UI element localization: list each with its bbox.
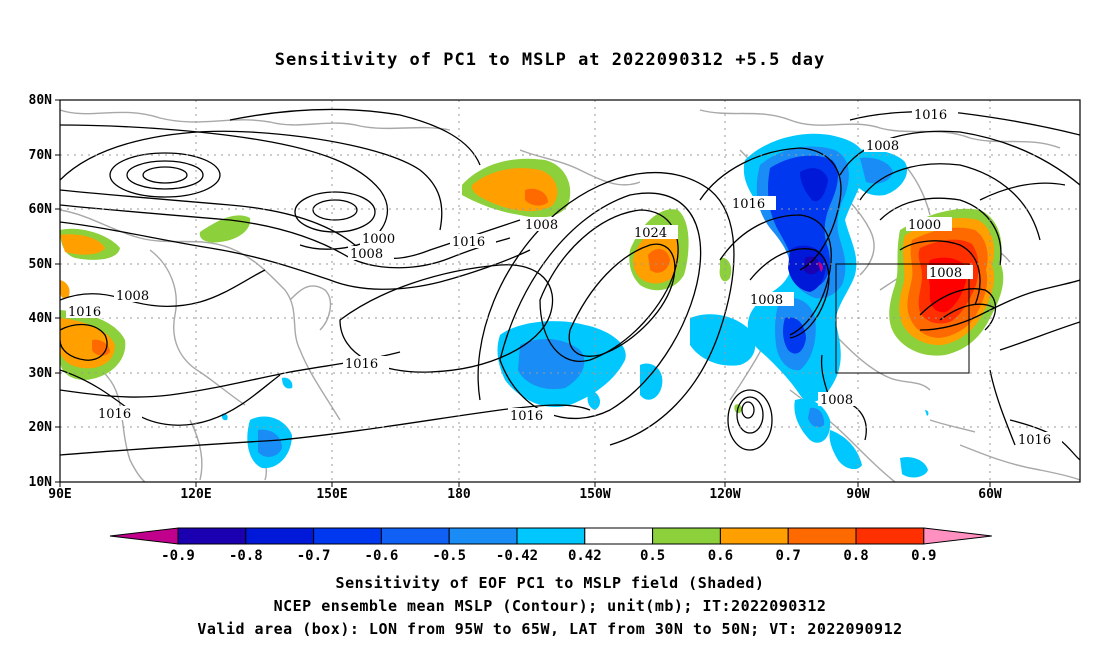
colorbar-segment [719,527,789,545]
svg-text:1008: 1008 [866,139,899,154]
map-frame [59,99,1081,483]
colorbar-label: -0.5 [432,548,466,564]
svg-text:1024: 1024 [634,226,667,241]
lat-label: 80N [29,93,53,108]
caption-line-2: NCEP ensemble mean MSLP (Contour); unit(… [273,597,827,615]
contour-labels: 1016 1008 1000 1008 1016 1016 1024 1008 … [66,107,1062,448]
contour-label: 1016 [508,408,554,424]
contour-label: 1000 [360,231,406,247]
colorbar-label: -0.8 [229,548,263,564]
svg-text:1016: 1016 [914,108,947,123]
contour-label: 1008 [348,246,394,262]
lat-label: 50N [29,257,53,272]
colorbar-segment [855,527,925,545]
svg-text:1000: 1000 [908,218,941,233]
lat-label: 70N [29,148,53,163]
svg-text:1008: 1008 [116,289,149,304]
colorbar-segment [245,527,315,545]
colorbar-high-extend [923,527,992,545]
svg-text:1000: 1000 [362,232,395,247]
colorbar-label: 0.6 [708,548,733,564]
caption-line-1: Sensitivity of EOF PC1 to MSLP field (Sh… [335,574,765,592]
contour-label: 1016 [450,234,496,250]
svg-text:1008: 1008 [750,293,783,308]
colorbar-segment [448,527,518,545]
contour-label: 1016 [343,356,389,372]
colorbar-segment [787,527,857,545]
colorbar-low-extend [109,527,179,545]
colorbar-label: -0.9 [161,548,195,564]
contour-label: 1008 [523,217,569,233]
contour-label: 1016 [912,107,958,123]
svg-text:1008: 1008 [350,247,383,262]
svg-text:1016: 1016 [345,357,378,372]
contour-label: 1008 [927,265,973,281]
colorbar-segment [313,527,382,545]
axis-ticks [55,99,991,487]
lat-label: 10N [29,475,53,490]
svg-text:1016: 1016 [452,235,485,250]
map-title: Sensitivity of PC1 to MSLP at 2022090312… [274,50,826,70]
lat-label: 20N [29,420,53,435]
colorbar-segment [652,527,721,545]
longitude-labels: 90E 120E 150E 180 150W 120W 90W 60W [48,487,1002,502]
svg-text:1008: 1008 [820,393,853,408]
svg-text:1008: 1008 [525,218,558,233]
colorbar: -0.9 -0.8 -0.7 -0.6 -0.5 -0.42 0.42 0.5 0.6 0.7 0.… [109,527,992,564]
colorbar-label: -0.42 [496,548,538,564]
lat-label: 60N [29,202,53,217]
colorbar-label: 0.7 [776,548,801,564]
lat-label: 30N [29,366,53,381]
contour-label: 1008 [818,392,864,408]
valid-area-box [835,263,970,374]
svg-text:1016: 1016 [732,197,765,212]
contour-label: 1016 [1016,432,1062,448]
colorbar-label: 0.5 [640,548,665,564]
svg-text:1016: 1016 [1018,433,1051,448]
lon-label: 60W [978,487,1002,502]
contour-label: 1024 [632,225,678,241]
colorbar-segment [584,527,654,545]
colorbar-segment [516,527,586,545]
lon-label: 150E [316,487,347,502]
colorbar-label: -0.7 [297,548,331,564]
lon-label: 120W [709,487,740,502]
colorbar-label: 0.8 [843,548,868,564]
lon-label: 90E [48,487,71,502]
graticule [60,100,1080,482]
svg-text:1008: 1008 [929,266,962,281]
caption-line-3: Valid area (box): LON from 95W to 65W, L… [197,620,903,638]
mslp-contours [60,108,1080,461]
lat-label: 40N [29,311,53,326]
lon-label: 150W [579,487,610,502]
contour-label: 1000 [906,217,952,233]
contour-label: 1008 [748,292,794,308]
svg-text:1016: 1016 [68,305,101,320]
contour-label: 1016 [730,196,776,212]
colorbar-label: -0.6 [365,548,399,564]
contour-label: 1008 [864,138,910,154]
contour-label: 1008 [114,288,160,304]
contour-label: 1016 [66,304,106,320]
lon-label: 120E [180,487,211,502]
colorbar-label: 0.9 [911,548,936,564]
contour-label: 1016 [96,406,142,422]
lon-label: 180 [447,487,471,502]
svg-text:1016: 1016 [510,409,543,424]
colorbar-label: 0.42 [568,548,602,564]
svg-text:1016: 1016 [98,407,131,422]
lon-label: 90W [846,487,870,502]
latitude-labels: 80N 70N 60N 50N 40N 30N 20N 10N [29,93,53,490]
colorbar-segment [380,527,450,545]
colorbar-segment [177,527,247,545]
